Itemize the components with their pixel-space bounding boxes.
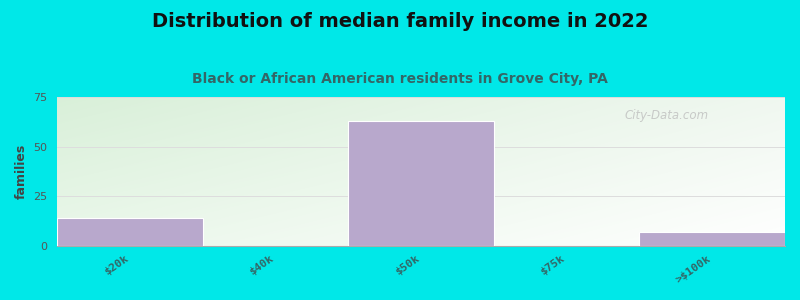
Text: Black or African American residents in Grove City, PA: Black or African American residents in G… (192, 72, 608, 86)
Y-axis label: families: families (15, 144, 28, 199)
Bar (349, 121, 494, 246)
Bar (58, 218, 203, 246)
Text: Distribution of median family income in 2022: Distribution of median family income in … (152, 12, 648, 31)
Text: City-Data.com: City-Data.com (625, 109, 709, 122)
Bar (639, 232, 785, 246)
